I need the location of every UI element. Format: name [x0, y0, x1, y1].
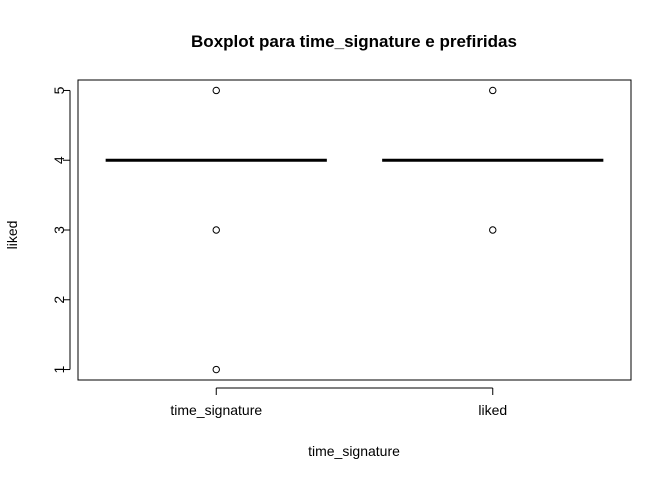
outlier-point [212, 226, 220, 234]
y-tick-label: 5 [51, 86, 67, 94]
x-axis-label: time_signature [308, 443, 400, 459]
outlier-point [212, 365, 220, 374]
y-tick-label: 1 [51, 365, 67, 373]
chart-marks: 1 2 3 4 5 time_signature liked [51, 86, 604, 418]
x-tick-label: liked [478, 402, 507, 418]
y-tick-label: 4 [51, 156, 67, 164]
plot-frame [77, 79, 632, 381]
y-tick-label: 3 [51, 226, 67, 234]
chart-title: Boxplot para time_signature e prefiridas [191, 32, 517, 51]
y-axis-label: liked [4, 221, 20, 250]
outlier-point [212, 86, 220, 95]
outlier-point [489, 86, 497, 95]
y-tick-label: 2 [51, 296, 67, 304]
x-tick-label: time_signature [170, 402, 262, 418]
outlier-point [489, 226, 497, 234]
